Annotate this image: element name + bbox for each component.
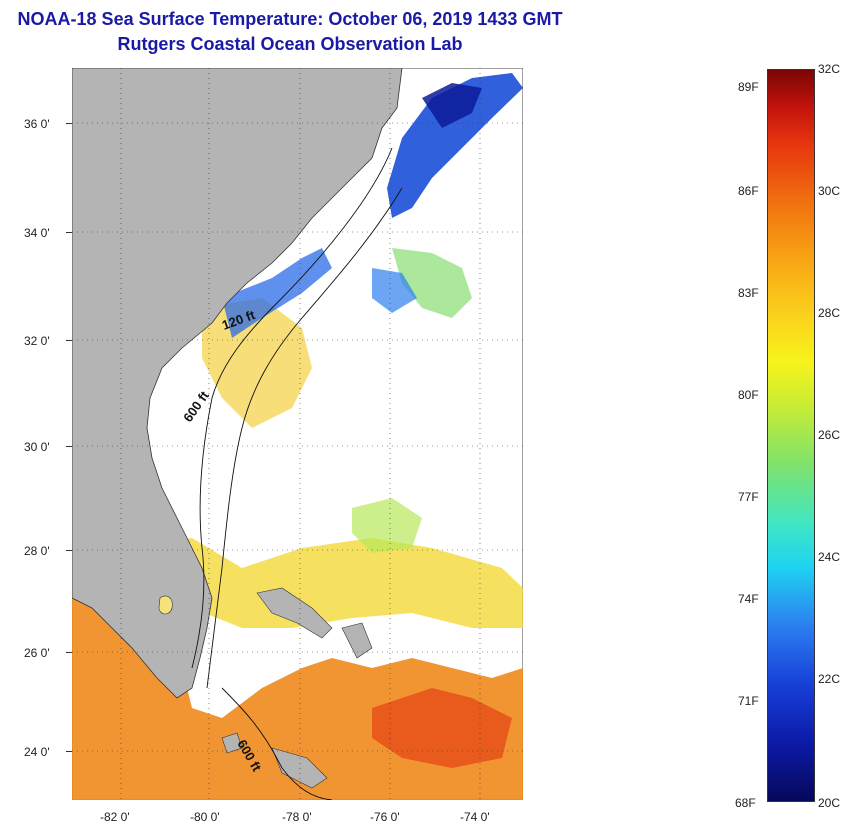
colorbar-f-80: 80F	[738, 388, 759, 402]
lat-tick	[66, 652, 72, 653]
contour-120ft	[191, 147, 393, 669]
colorbar-c-32: 32C	[818, 62, 841, 76]
colorbar-f-71: 71F	[738, 694, 759, 708]
lat-label-32: 32 0'	[24, 334, 50, 348]
map-subtitle: Rutgers Coastal Ocean Observation Lab	[117, 34, 463, 54]
lake-okeechobee	[158, 595, 173, 615]
colorbar-f-89: 89F	[738, 80, 759, 94]
lat-tick	[66, 751, 72, 752]
lat-tick	[66, 446, 72, 447]
lon-label-76: -76 0'	[370, 810, 400, 824]
lon-label-82: -82 0'	[100, 810, 130, 824]
colorbar-c-20: 20C	[818, 796, 841, 810]
lon-label-74: -74 0'	[460, 810, 490, 824]
colorbar-f-77: 77F	[738, 490, 759, 504]
colorbar-c-28: 28C	[818, 306, 841, 320]
cold-sst-patch	[422, 83, 482, 128]
colorbar-f-86: 86F	[738, 184, 759, 198]
colorbar-f-74: 74F	[738, 592, 759, 606]
cool-patch-offshore	[372, 268, 417, 313]
lat-label-34: 34 0'	[24, 226, 50, 240]
colorbar-c-26: 26C	[818, 428, 841, 442]
hot-sst-patch	[372, 688, 512, 768]
colorbar-c-30: 30C	[818, 184, 841, 198]
island-bahamas-1	[256, 587, 333, 639]
colorbar-f-68: 68F	[735, 796, 756, 810]
colorbar-f-83: 83F	[738, 286, 759, 300]
colorbar-c-22: 22C	[818, 672, 841, 686]
green-sst-patch-2	[352, 498, 422, 553]
contour-600ft-south	[221, 687, 333, 800]
lat-tick	[66, 550, 72, 551]
island-bahamas-2	[341, 622, 373, 659]
cool-sst-region	[387, 73, 523, 218]
lon-label-78: -78 0'	[282, 810, 312, 824]
lat-tick	[66, 232, 72, 233]
lat-label-24: 24 0'	[24, 745, 50, 759]
temperature-colorbar	[767, 69, 815, 802]
sst-map: 120 ft 600 ft 600 ft	[72, 68, 523, 800]
colorbar-c-24: 24C	[818, 550, 841, 564]
midshelf-sst-patch	[202, 298, 312, 428]
contour-600ft	[206, 187, 403, 689]
island-small	[221, 732, 243, 754]
lon-label-80: -80 0'	[190, 810, 220, 824]
graticule	[72, 68, 523, 800]
lat-label-26: 26 0'	[24, 646, 50, 660]
lat-tick	[66, 123, 72, 124]
nearshore-cool-strip	[222, 248, 332, 338]
lat-label-36: 36 0'	[24, 117, 50, 131]
map-title: NOAA-18 Sea Surface Temperature: October…	[17, 9, 563, 29]
lat-tick	[66, 340, 72, 341]
island-cuba	[271, 747, 328, 789]
land-mainland	[72, 68, 403, 699]
lat-label-28: 28 0'	[24, 544, 50, 558]
green-sst-patch	[392, 248, 472, 318]
lat-label-30: 30 0'	[24, 440, 50, 454]
